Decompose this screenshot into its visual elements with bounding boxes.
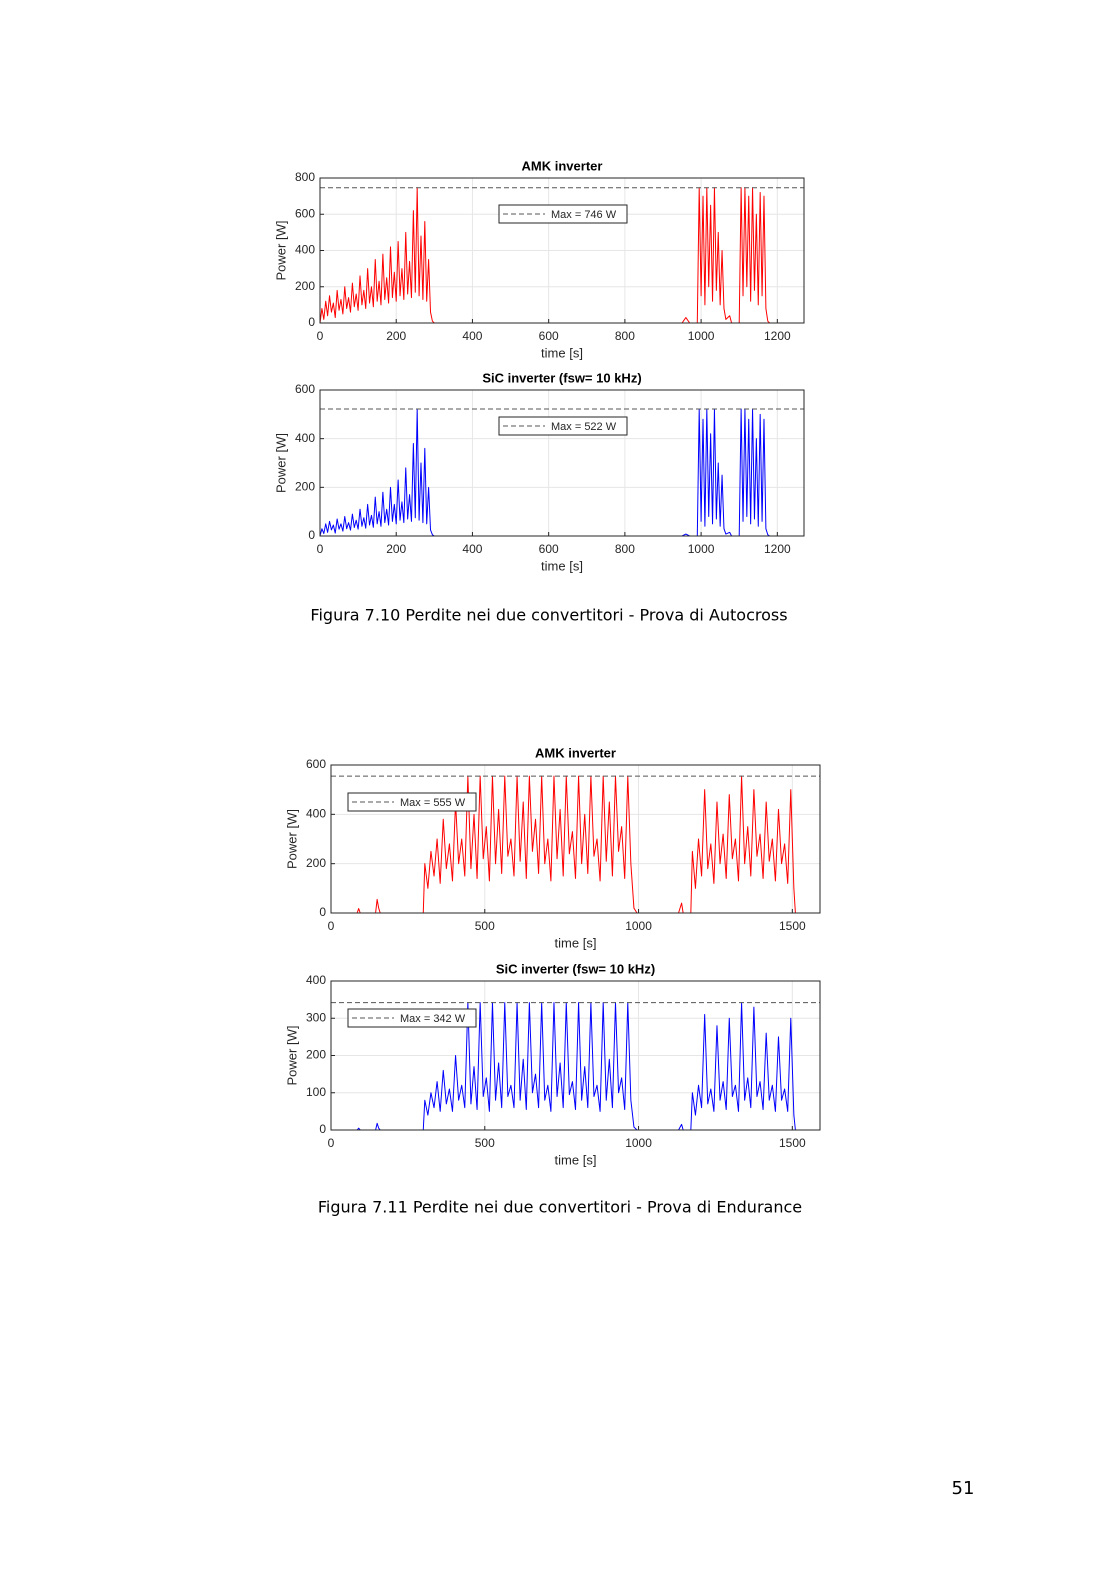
y-tick-label: 0: [308, 315, 315, 329]
y-tick-label: 600: [306, 757, 326, 771]
plot-frame: [319, 389, 805, 537]
x-tick-label: 1500: [779, 919, 806, 933]
x-tick-label: 0: [317, 329, 324, 343]
legend-label: Max = 522 W: [551, 421, 617, 433]
x-tick-label: 0: [328, 1136, 335, 1150]
y-tick-label: 100: [306, 1085, 326, 1099]
figure-caption: Figura 7.10 Perdite nei due convertitori…: [310, 606, 787, 625]
data-line: [331, 1002, 820, 1131]
y-tick-label: 200: [295, 480, 315, 494]
legend-box: [498, 416, 628, 436]
x-axis-label: time [s]: [541, 345, 583, 360]
x-tick-label: 800: [615, 542, 635, 556]
chart-title: SiC inverter (fsw= 10 kHz): [496, 961, 655, 976]
x-tick-label: 600: [539, 329, 559, 343]
x-axis-label: time [s]: [555, 1152, 597, 1167]
x-tick-label: 1200: [764, 329, 791, 343]
data-line: [331, 775, 820, 914]
x-axis-label: time [s]: [541, 558, 583, 573]
y-axis-label: Power [W]: [273, 433, 288, 493]
chart: 0 100 200 300 400 0 500 1000 1500 Max = 342 W SiC …: [284, 961, 821, 1167]
y-axis-label: Power [W]: [273, 221, 288, 281]
x-tick-label: 1200: [764, 542, 791, 556]
page-number: 51: [952, 1478, 975, 1499]
y-tick-label: 0: [308, 528, 315, 542]
y-tick-label: 400: [306, 807, 326, 821]
plot-area: [320, 390, 804, 536]
y-tick-label: 0: [319, 905, 326, 919]
y-tick-label: 400: [295, 243, 315, 257]
y-axis-label: Power [W]: [284, 809, 299, 869]
plot-frame: [330, 980, 821, 1131]
data-line: [319, 408, 804, 537]
y-tick-label: 200: [306, 856, 326, 870]
x-tick-label: 400: [462, 542, 482, 556]
chart-title: SiC inverter (fsw= 10 kHz): [482, 370, 641, 385]
plot-frame: [319, 177, 805, 324]
legend-label: Max = 555 W: [400, 797, 466, 809]
x-tick-label: 600: [539, 542, 559, 556]
figure-caption: Figura 7.11 Perdite nei due convertitori…: [318, 1198, 802, 1217]
x-tick-label: 1500: [779, 1136, 806, 1150]
legend-box: [498, 204, 628, 224]
y-tick-label: 600: [295, 206, 315, 220]
y-tick-label: 0: [319, 1122, 326, 1136]
y-tick-label: 200: [295, 279, 315, 293]
legend-box: [347, 1008, 477, 1028]
x-tick-label: 1000: [625, 1136, 652, 1150]
x-tick-label: 1000: [625, 919, 652, 933]
y-tick-label: 200: [306, 1048, 326, 1062]
legend-label: Max = 342 W: [400, 1013, 466, 1025]
y-tick-label: 800: [295, 170, 315, 184]
x-tick-label: 1000: [688, 329, 715, 343]
legend-label: Max = 746 W: [551, 209, 617, 221]
x-tick-label: 400: [462, 329, 482, 343]
x-tick-label: 0: [328, 919, 335, 933]
y-axis-label: Power [W]: [284, 1026, 299, 1086]
chart: 0 200 400 600 800 0 200 400 600 800 1000 1200 Max = …: [273, 158, 805, 360]
x-tick-label: 0: [317, 542, 324, 556]
x-tick-label: 200: [386, 542, 406, 556]
x-tick-label: 1000: [688, 542, 715, 556]
x-tick-label: 800: [615, 329, 635, 343]
data-line: [319, 187, 804, 324]
x-tick-label: 500: [475, 1136, 495, 1150]
chart: 0 200 400 600 0 500 1000 1500 Max = 555 W AMK inv…: [284, 745, 821, 950]
y-tick-label: 300: [306, 1010, 326, 1024]
x-axis-label: time [s]: [555, 935, 597, 950]
chart-title: AMK inverter: [535, 745, 616, 760]
y-tick-label: 600: [295, 382, 315, 396]
y-tick-label: 400: [306, 973, 326, 987]
y-tick-label: 400: [295, 431, 315, 445]
x-tick-label: 200: [386, 329, 406, 343]
legend-box: [347, 792, 477, 812]
x-tick-label: 500: [475, 919, 495, 933]
plot-frame: [330, 764, 821, 914]
chart-title: AMK inverter: [522, 158, 603, 173]
plot-area: [331, 765, 820, 913]
chart: 0 200 400 600 0 200 400 600 800 1000 1200 Max = 522…: [273, 370, 805, 573]
